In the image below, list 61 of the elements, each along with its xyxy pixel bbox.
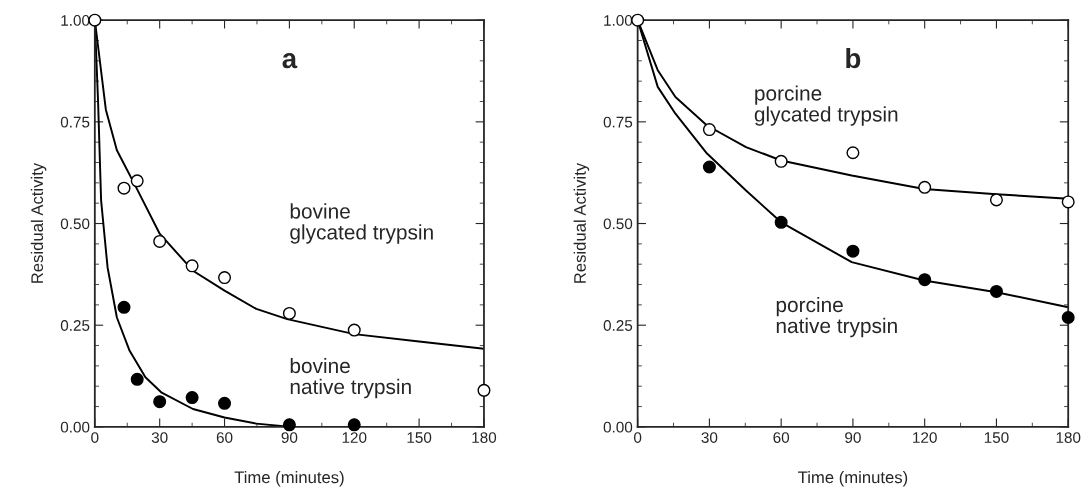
point xyxy=(185,259,199,273)
y-tick-label: 0.75 xyxy=(60,116,90,128)
annotation: bovine native trypsin xyxy=(290,357,411,399)
y-tick-label: 0.25 xyxy=(603,320,633,331)
y-tick-label: 0.50 xyxy=(60,218,90,230)
point xyxy=(477,383,491,397)
y-tick-label: 0.25 xyxy=(60,320,90,331)
point xyxy=(218,271,232,285)
x-tick-label: 60 xyxy=(773,432,790,443)
x-tick-label: 150 xyxy=(407,432,432,443)
point xyxy=(130,372,144,386)
x-axis-title: Time (minutes) xyxy=(234,470,344,487)
x-tick-label: 90 xyxy=(281,432,298,443)
y-tick-label: 0.00 xyxy=(603,421,633,433)
y-tick-label: 0.00 xyxy=(60,421,90,433)
point xyxy=(1061,310,1075,324)
x-tick-label: 60 xyxy=(216,432,233,443)
point xyxy=(117,181,131,195)
text: a xyxy=(282,53,298,69)
text: b xyxy=(846,47,861,69)
point xyxy=(918,180,932,194)
point xyxy=(218,396,232,410)
point xyxy=(282,306,296,320)
x-axis-title: Time (minutes) xyxy=(798,470,908,487)
point xyxy=(702,160,716,174)
x-tick-label: 30 xyxy=(701,432,718,443)
y-axis-title: Residual Activity xyxy=(30,162,47,283)
point xyxy=(774,154,788,168)
point xyxy=(153,234,167,248)
annotation: porcine native trypsin xyxy=(776,296,897,338)
point xyxy=(774,215,788,229)
x-tick-label: 120 xyxy=(913,432,937,443)
y-tick-label: 1.00 xyxy=(604,15,633,26)
point xyxy=(989,193,1003,207)
x-tick-label: 90 xyxy=(845,432,861,443)
y-tick-label: 0.50 xyxy=(603,218,633,230)
annotation: bovine glycated trypsin xyxy=(290,203,433,244)
point xyxy=(347,418,361,432)
x-tick-label: 0 xyxy=(91,432,99,443)
point xyxy=(1061,195,1075,209)
y-tick-label: 0.75 xyxy=(603,116,633,128)
point xyxy=(846,146,860,160)
point xyxy=(130,174,144,188)
point xyxy=(282,418,296,432)
point xyxy=(347,323,361,337)
x-tick-label: 120 xyxy=(342,432,367,443)
annotation: porcine glycated trypsin xyxy=(754,85,898,126)
point xyxy=(989,284,1003,298)
x-tick-label: 180 xyxy=(1056,432,1081,443)
point xyxy=(153,395,167,409)
y-tick-label: 1.00 xyxy=(61,15,90,26)
point xyxy=(185,391,199,405)
point xyxy=(918,273,932,287)
x-tick-label: 180 xyxy=(472,432,497,443)
point xyxy=(702,123,716,137)
x-tick-label: 0 xyxy=(634,432,642,443)
point xyxy=(117,300,131,314)
x-tick-label: 150 xyxy=(984,432,1009,443)
x-tick-label: 30 xyxy=(151,432,168,443)
point xyxy=(846,244,860,258)
y-axis-title: Residual Activity xyxy=(573,162,590,283)
